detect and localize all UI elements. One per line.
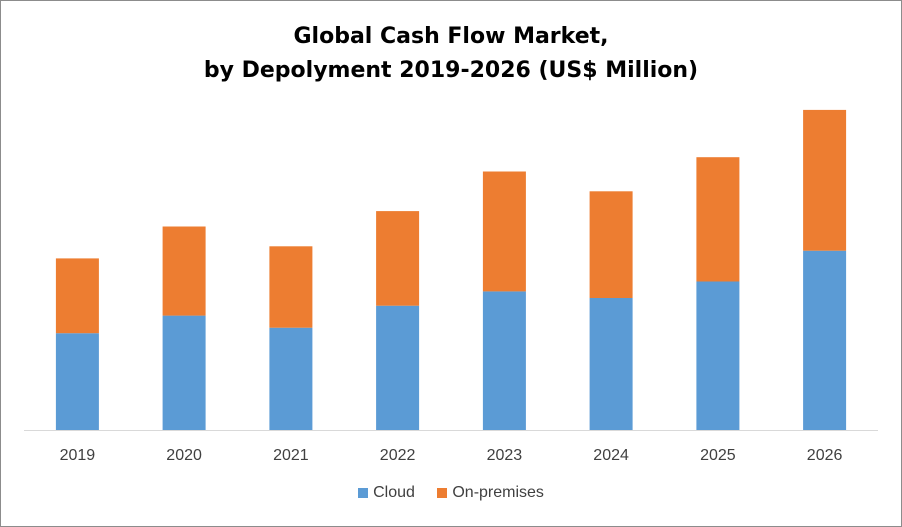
x-tick-label: 2019 [60, 447, 96, 464]
bar-cloud-2023 [482, 291, 526, 430]
bar-on-premises-2023 [482, 171, 526, 292]
legend-label-cloud: Cloud [373, 484, 415, 501]
x-tick-label: 2024 [593, 447, 629, 464]
x-tick-label: 2025 [700, 447, 736, 464]
bar-on-premises-2019 [55, 258, 99, 334]
bar-on-premises-2020 [162, 226, 206, 316]
bar-cloud-2022 [376, 305, 420, 430]
legend-item-on-premises: On-premises [437, 484, 544, 502]
bars-group [55, 109, 847, 430]
x-tick-label: 2020 [166, 447, 202, 464]
bar-cloud-2021 [269, 327, 313, 430]
legend-swatch-cloud [358, 488, 369, 498]
legend-item-cloud: Cloud [358, 484, 415, 502]
legend-label-on-premises: On-premises [452, 484, 544, 501]
chart-title: Global Cash Flow Market, [293, 24, 609, 49]
bar-on-premises-2026 [803, 109, 847, 251]
bar-cloud-2019 [55, 333, 99, 430]
x-tick-label: 2022 [380, 447, 416, 464]
bar-on-premises-2024 [589, 191, 633, 298]
chart-title-block: Global Cash Flow Market, by Depolyment 2… [0, 20, 902, 88]
bar-cloud-2026 [803, 250, 847, 430]
bar-on-premises-2025 [696, 157, 740, 282]
bar-on-premises-2021 [269, 246, 313, 328]
bar-cloud-2024 [589, 298, 633, 430]
x-tick-labels: 2019 2020 2021 2022 2023 2024 2025 2026 [60, 447, 843, 464]
bar-chart: 2019 2020 2021 2022 2023 2024 2025 2026 [24, 109, 878, 464]
bar-on-premises-2022 [376, 211, 420, 306]
chart-subtitle: by Depolyment 2019-2026 (US$ Million) [203, 58, 699, 83]
x-tick-label: 2026 [807, 447, 843, 464]
legend: Cloud On-premises [0, 484, 902, 503]
bar-cloud-2020 [162, 315, 206, 430]
x-tick-label: 2021 [273, 447, 309, 464]
x-tick-label: 2023 [487, 447, 523, 464]
legend-swatch-on-premises [437, 488, 448, 498]
bar-cloud-2025 [696, 281, 740, 430]
